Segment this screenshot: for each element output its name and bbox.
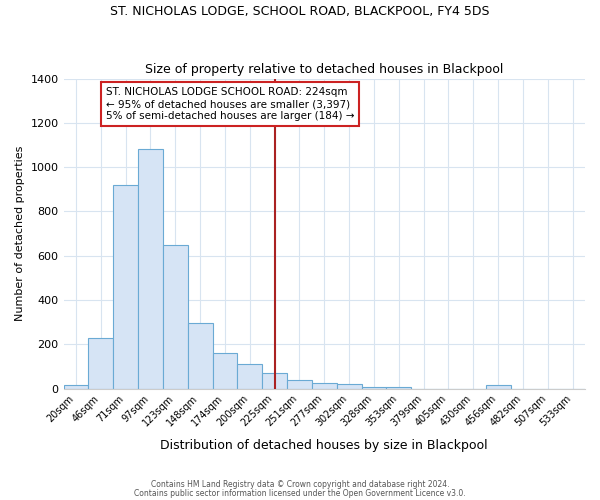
X-axis label: Distribution of detached houses by size in Blackpool: Distribution of detached houses by size … xyxy=(160,440,488,452)
Bar xyxy=(312,383,337,388)
Bar xyxy=(212,353,238,388)
Bar xyxy=(287,380,312,388)
Text: ST. NICHOLAS LODGE SCHOOL ROAD: 224sqm
← 95% of detached houses are smaller (3,3: ST. NICHOLAS LODGE SCHOOL ROAD: 224sqm ←… xyxy=(106,88,354,120)
Bar xyxy=(337,384,362,388)
Bar xyxy=(113,185,138,388)
Text: Contains HM Land Registry data © Crown copyright and database right 2024.: Contains HM Land Registry data © Crown c… xyxy=(151,480,449,489)
Text: Contains public sector information licensed under the Open Government Licence v3: Contains public sector information licen… xyxy=(134,488,466,498)
Bar xyxy=(163,244,188,388)
Bar xyxy=(88,338,113,388)
Y-axis label: Number of detached properties: Number of detached properties xyxy=(15,146,25,321)
Bar xyxy=(64,385,88,388)
Bar xyxy=(262,373,287,388)
Bar xyxy=(238,364,262,388)
Title: Size of property relative to detached houses in Blackpool: Size of property relative to detached ho… xyxy=(145,63,503,76)
Bar xyxy=(138,150,163,388)
Bar xyxy=(188,323,212,388)
Text: ST. NICHOLAS LODGE, SCHOOL ROAD, BLACKPOOL, FY4 5DS: ST. NICHOLAS LODGE, SCHOOL ROAD, BLACKPO… xyxy=(110,5,490,18)
Bar xyxy=(485,385,511,388)
